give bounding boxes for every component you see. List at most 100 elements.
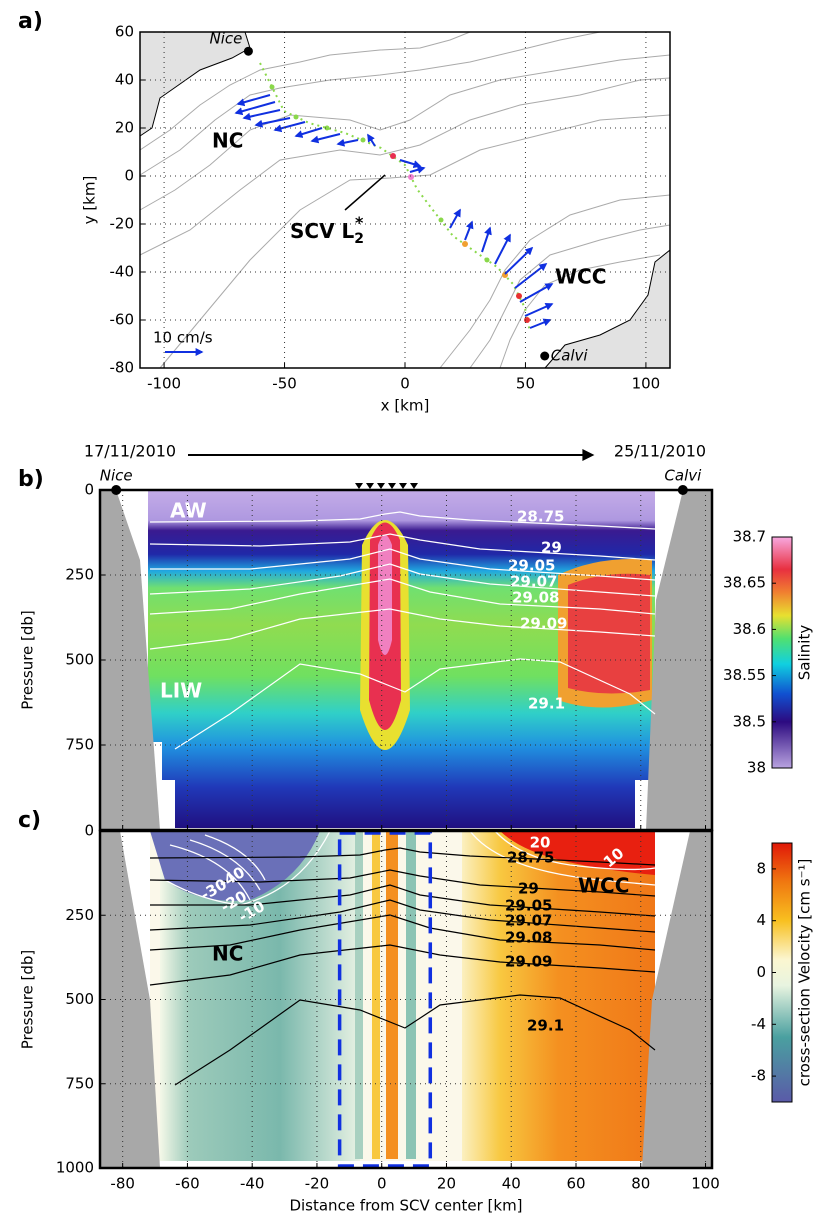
isopycnal-label: 29.07	[510, 573, 557, 591]
isopycnal-label: 29.05	[505, 897, 552, 915]
x-tick-label: -60	[175, 1175, 200, 1193]
isopycnal-label: 29	[541, 539, 562, 557]
isopycnal-label: 28.75	[507, 849, 554, 867]
place-label: Calvi	[551, 347, 589, 365]
x-tick-label: -50	[272, 375, 297, 393]
x-tick-label: 100	[691, 1175, 720, 1193]
y-tick-label: 0	[84, 822, 94, 840]
region-label: AW	[170, 499, 207, 523]
isopycnal-line	[149, 914, 656, 951]
region-label: NC	[212, 129, 243, 153]
section-end-label: Calvi	[664, 467, 702, 485]
x-tick-label: 0	[400, 375, 410, 393]
colorbar-label: Salinity	[796, 625, 814, 681]
isopycnal-line	[149, 608, 656, 650]
region-label: NC	[212, 942, 243, 966]
isopycnal-label: 29.1	[528, 695, 565, 713]
eddy-label: SCV L2*	[290, 213, 364, 248]
y-tick-label: 1000	[56, 1159, 94, 1177]
y-tick-label: 60	[115, 23, 134, 41]
isopycnal-label: 29.09	[520, 615, 567, 633]
colorbar-tick-label: -4	[751, 1015, 766, 1033]
x-tick-label: -80	[110, 1175, 135, 1193]
panel-label: b)	[18, 467, 44, 492]
x-tick-label: 100	[632, 375, 661, 393]
section-end-label: Nice	[100, 467, 133, 485]
colorbar-tick-label: 38.6	[733, 620, 766, 638]
isopycnal-line	[149, 899, 656, 933]
date-label: 25/11/2010	[614, 442, 706, 461]
y-tick-label: -80	[110, 359, 135, 377]
eddy-label-sup: *	[355, 213, 364, 232]
isopycnal-line	[149, 869, 656, 897]
x-tick-label: 60	[566, 1175, 585, 1193]
map-layer	[139, 31, 671, 369]
isopycnal-label: 29.08	[505, 929, 552, 947]
isopycnal-label: 29.07	[505, 912, 552, 930]
panel-label: a)	[18, 9, 43, 34]
isopycnal-line	[149, 563, 656, 597]
scale-label: 10 cm/s	[153, 329, 213, 347]
y-tick-label: 0	[84, 481, 94, 499]
y-tick-label: -40	[110, 263, 135, 281]
isopycnal-label: 29.08	[512, 589, 559, 607]
colorbar-label: cross-section Velocity [cm s⁻¹]	[796, 859, 814, 1087]
x-tick-label: 80	[631, 1175, 650, 1193]
colorbar	[771, 536, 793, 769]
x-tick-label: 50	[516, 375, 535, 393]
colorbar-tick-label: 38.7	[733, 528, 766, 546]
y-tick-label: -60	[110, 311, 135, 329]
y-tick-label: 750	[65, 1074, 94, 1092]
y-tick-label: 500	[65, 990, 94, 1008]
place-marker	[243, 46, 253, 56]
isopycnal-line	[149, 847, 656, 866]
y-tick-label: -20	[110, 215, 135, 233]
y-tick-label: 250	[65, 566, 94, 584]
velocity-contour-label: 20	[530, 834, 551, 852]
eddy-label-text: SCV L	[290, 219, 355, 243]
colorbar-tick-label: 38.65	[723, 574, 766, 592]
y-axis-label: Pressure [db]	[19, 950, 37, 1050]
colorbar-tick-label: -8	[751, 1067, 766, 1085]
isopycnal-line	[150, 884, 656, 917]
colorbar-tick-label: 0	[756, 963, 766, 981]
x-tick-label: 0	[377, 1175, 387, 1193]
eddy-label-sub: 2	[354, 231, 364, 247]
isopycnal-label: 28.75	[517, 508, 564, 526]
isopycnal-line	[174, 658, 656, 750]
x-tick-label: -100	[147, 375, 181, 393]
colorbar-tick-label: 4	[756, 911, 766, 929]
date-label: 17/11/2010	[84, 442, 176, 461]
colorbar-tick-label: 38.5	[733, 712, 766, 730]
place-label: Nice	[210, 30, 243, 48]
isopycnal-line	[150, 548, 656, 581]
colorbar-tick-label: 38	[747, 759, 766, 777]
isopycnal-line	[149, 578, 656, 615]
y-tick-label: 20	[115, 119, 134, 137]
isopycnal-line	[149, 511, 656, 530]
y-tick-label: 500	[65, 651, 94, 669]
x-tick-label: -20	[305, 1175, 330, 1193]
colorbar-tick-label: 8	[756, 859, 766, 877]
salinity-field	[100, 483, 712, 830]
y-tick-label: 750	[65, 736, 94, 754]
x-tick-label: 20	[437, 1175, 456, 1193]
region-label: WCC	[555, 265, 606, 289]
y-axis-label: y [km]	[81, 176, 99, 225]
y-tick-label: 250	[65, 906, 94, 924]
region-label: LIW	[160, 679, 202, 703]
y-axis-label: Pressure [db]	[19, 610, 37, 710]
x-axis-label: x [km]	[381, 397, 430, 415]
x-tick-label: 40	[502, 1175, 521, 1193]
place-marker	[540, 351, 550, 361]
axes-frame	[98, 829, 714, 1170]
isopycnal-label: 29.1	[527, 1017, 564, 1035]
axes-frame	[139, 31, 671, 369]
y-tick-label: 0	[124, 167, 134, 185]
colorbar-tick-label: 38.55	[723, 666, 766, 684]
isopycnal-line	[149, 944, 656, 986]
region-label: WCC	[578, 874, 629, 898]
isopycnal-label: 29.05	[508, 557, 555, 575]
x-axis-label: Distance from SCV center [km]	[289, 1197, 522, 1215]
